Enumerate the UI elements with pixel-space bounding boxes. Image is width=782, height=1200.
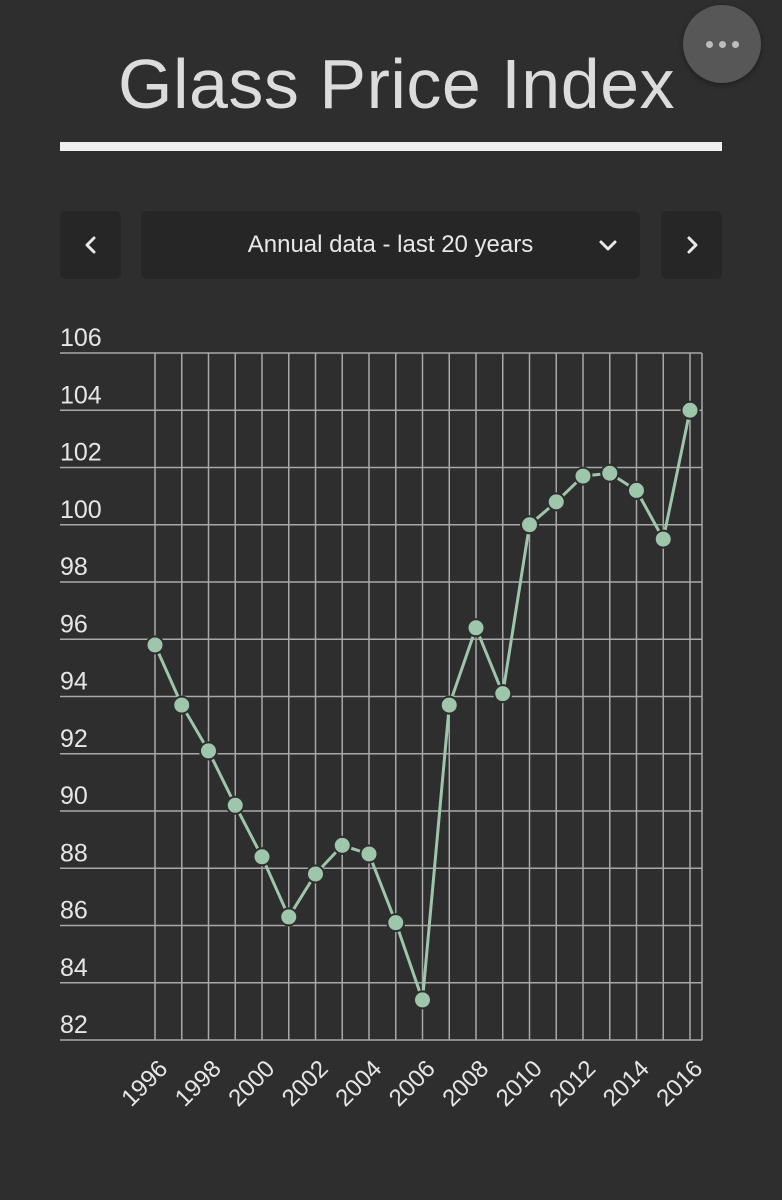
- more-horizontal-icon-dot: [718, 40, 726, 48]
- data-point-1997[interactable]: [172, 695, 192, 715]
- data-point-1996[interactable]: [145, 635, 165, 655]
- data-point-2009[interactable]: [493, 684, 513, 704]
- chevron-right-icon: [687, 236, 697, 254]
- x-tick-label: 1998: [170, 1055, 227, 1112]
- more-horizontal-icon-dot: [731, 40, 739, 48]
- data-point-2013[interactable]: [600, 463, 620, 483]
- data-point-2003[interactable]: [332, 835, 352, 855]
- y-tick-label: 94: [60, 668, 88, 696]
- y-tick-label: 86: [60, 897, 88, 925]
- y-tick-label: 92: [60, 725, 88, 753]
- data-point-2015[interactable]: [653, 529, 673, 549]
- data-point-2006[interactable]: [413, 990, 432, 1010]
- data-point-2011[interactable]: [546, 492, 566, 512]
- x-tick-label: 2000: [223, 1055, 280, 1112]
- y-tick-label: 90: [60, 782, 88, 810]
- x-tick-label: 2010: [491, 1055, 548, 1112]
- data-point-2004[interactable]: [359, 844, 379, 864]
- data-point-2002[interactable]: [306, 864, 325, 884]
- data-point-2008[interactable]: [466, 618, 486, 638]
- data-point-1999[interactable]: [225, 795, 245, 815]
- y-gridlines: [60, 352, 702, 1041]
- x-tick-label: 2002: [277, 1055, 334, 1112]
- data-point-2014[interactable]: [627, 480, 646, 500]
- data-points: [145, 400, 700, 1010]
- data-point-2016[interactable]: [680, 400, 700, 420]
- data-point-2001[interactable]: [279, 907, 299, 927]
- y-tick-label: 106: [60, 324, 102, 352]
- x-tick-label: 2016: [651, 1055, 708, 1112]
- period-dropdown[interactable]: Annual data - last 20 years: [141, 211, 640, 279]
- more-options-button[interactable]: [683, 5, 761, 83]
- x-tick-label: 2004: [330, 1055, 387, 1112]
- data-point-2000[interactable]: [252, 847, 272, 867]
- y-tick-label: 82: [60, 1011, 88, 1039]
- x-tick-label: 1996: [116, 1055, 173, 1112]
- data-point-1998[interactable]: [199, 741, 218, 761]
- y-tick-label: 84: [60, 954, 88, 982]
- chevron-left-icon: [85, 236, 95, 254]
- chevron-down-icon: [599, 240, 617, 251]
- previous-period-button[interactable]: [60, 211, 121, 279]
- x-axis-ticks: 1996199820002002200420062008201020122014…: [116, 1055, 708, 1112]
- y-tick-label: 98: [60, 553, 88, 581]
- y-tick-label: 88: [60, 839, 88, 867]
- y-axis-ticks: 82 84 86 88 90 92 94 96 98 100 102 104 106: [60, 324, 102, 1039]
- y-tick-label: 102: [60, 439, 102, 467]
- x-tick-label: 2008: [437, 1055, 494, 1112]
- more-horizontal-icon: [705, 40, 713, 48]
- y-tick-label: 100: [60, 496, 102, 524]
- y-tick-label: 104: [60, 381, 102, 409]
- data-point-2010[interactable]: [520, 515, 539, 535]
- x-tick-label: 2012: [544, 1055, 601, 1112]
- period-dropdown-label: Annual data - last 20 years: [247, 231, 534, 258]
- next-period-button[interactable]: [661, 211, 722, 279]
- data-point-2005[interactable]: [386, 913, 406, 933]
- x-tick-label: 2006: [384, 1055, 441, 1112]
- data-point-2007[interactable]: [439, 695, 459, 715]
- data-point-2012[interactable]: [573, 466, 593, 486]
- y-tick-label: 96: [60, 610, 88, 638]
- page-title: Glass Price Index: [118, 45, 676, 123]
- title-underline: [60, 142, 722, 151]
- x-tick-label: 2014: [598, 1055, 655, 1112]
